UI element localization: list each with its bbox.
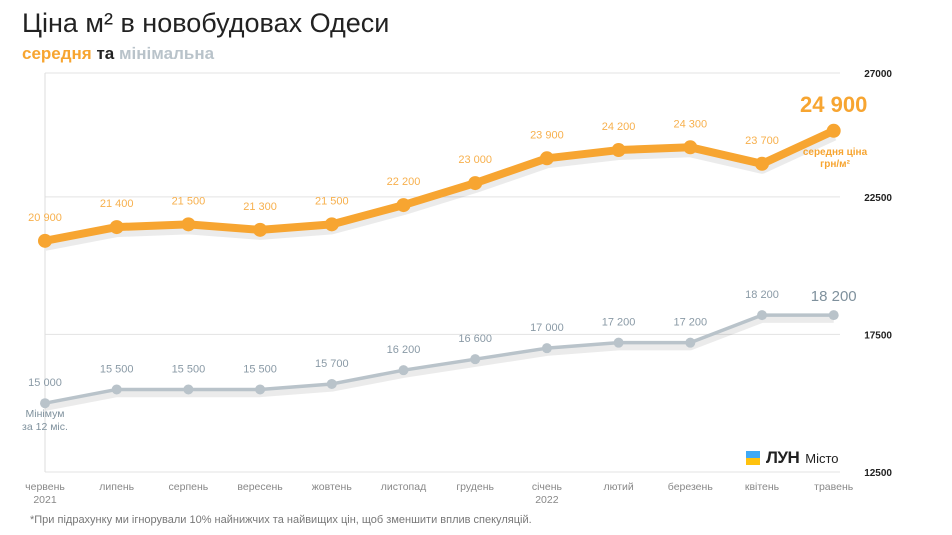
x-tick-label: серпень	[169, 481, 209, 493]
data-point	[539, 151, 554, 166]
logo-product: Місто	[805, 450, 839, 466]
x-tick-label: січень	[532, 481, 563, 493]
data-label: 15 000	[28, 377, 62, 389]
series-line-середня	[41, 126, 838, 245]
annotation-line: середня ціна	[803, 147, 868, 158]
legend-avg: середня	[22, 44, 92, 63]
x-tick-label: липень	[99, 481, 134, 493]
data-label: 23 000	[458, 154, 492, 166]
x-tick-label: жовтень	[312, 481, 353, 493]
data-label: 24 200	[602, 121, 636, 133]
x-tick-label: листопад	[381, 481, 426, 493]
data-point	[755, 156, 769, 171]
data-label: 20 900	[28, 212, 62, 224]
data-label: 15 700	[315, 358, 349, 370]
data-label: 17 000	[530, 322, 564, 334]
data-label: 21 500	[172, 195, 206, 207]
data-point	[109, 220, 124, 235]
data-point	[183, 384, 194, 395]
data-point	[253, 222, 268, 237]
series-line-мінімальна	[43, 313, 836, 405]
data-label: 24 300	[673, 118, 707, 130]
data-point	[38, 233, 52, 248]
data-point	[326, 378, 337, 389]
y-tick-label: 12500	[864, 468, 892, 479]
data-label: 16 600	[458, 333, 492, 345]
data-label: 18 200	[811, 288, 857, 305]
subtitle: середня та мінімальна	[22, 44, 214, 64]
annotation-line: Мінімум	[26, 408, 65, 420]
data-label: 21 400	[100, 198, 134, 210]
y-tick-label: 17500	[864, 330, 892, 341]
x-tick-label: вересень	[237, 481, 283, 493]
data-label: 15 500	[172, 363, 206, 375]
data-label: 17 200	[602, 317, 636, 329]
data-point	[111, 384, 122, 395]
x-tick-label: червень	[25, 481, 65, 493]
data-label: 23 900	[530, 129, 564, 141]
data-label: 21 300	[243, 201, 277, 213]
data-label: 15 500	[100, 363, 134, 375]
data-point	[541, 343, 552, 354]
annotation-line: за 12 міс.	[22, 421, 68, 433]
data-label: 24 900	[800, 92, 867, 117]
data-point	[181, 217, 196, 232]
flag-icon	[746, 451, 760, 465]
data-point	[613, 337, 624, 348]
annotation-line: грн/м²	[820, 159, 850, 170]
x-tick-label: березень	[668, 481, 714, 493]
data-label: 17 200	[673, 317, 707, 329]
legend-min: мінімальна	[118, 44, 215, 63]
x-tick-label: 2022	[535, 494, 559, 506]
data-point	[324, 217, 339, 232]
data-label: 23 700	[745, 135, 779, 147]
data-point	[398, 365, 409, 376]
legend-and: та	[96, 44, 115, 63]
data-label: 15 500	[243, 363, 277, 375]
y-tick-label: 27000	[864, 69, 892, 80]
data-label: 22 200	[387, 176, 421, 188]
data-point	[826, 123, 841, 138]
series-shadow	[44, 315, 834, 411]
data-label: 16 200	[387, 344, 421, 356]
data-label: 18 200	[745, 289, 779, 301]
data-point	[468, 176, 483, 191]
logo-brand: ЛУН	[766, 448, 800, 467]
data-point	[828, 310, 839, 321]
data-point	[611, 143, 626, 158]
x-tick-label: 2021	[33, 494, 57, 506]
footnote: *При підрахунку ми ігнорували 10% найниж…	[30, 514, 532, 526]
y-tick-label: 22500	[864, 193, 892, 204]
data-point	[40, 398, 50, 409]
x-tick-label: квітень	[745, 481, 780, 493]
data-point	[396, 198, 411, 213]
page-title: Ціна м² в новобудовах Одеси	[22, 8, 390, 38]
data-point	[255, 384, 266, 395]
data-point	[470, 354, 481, 365]
x-tick-label: лютий	[603, 481, 633, 493]
data-point	[683, 140, 698, 155]
lun-logo: ЛУН Місто	[746, 448, 839, 468]
x-tick-label: грудень	[456, 481, 494, 493]
data-label: 21 500	[315, 195, 349, 207]
x-tick-label: травень	[814, 481, 854, 493]
data-point	[685, 337, 696, 348]
data-point	[757, 310, 767, 321]
